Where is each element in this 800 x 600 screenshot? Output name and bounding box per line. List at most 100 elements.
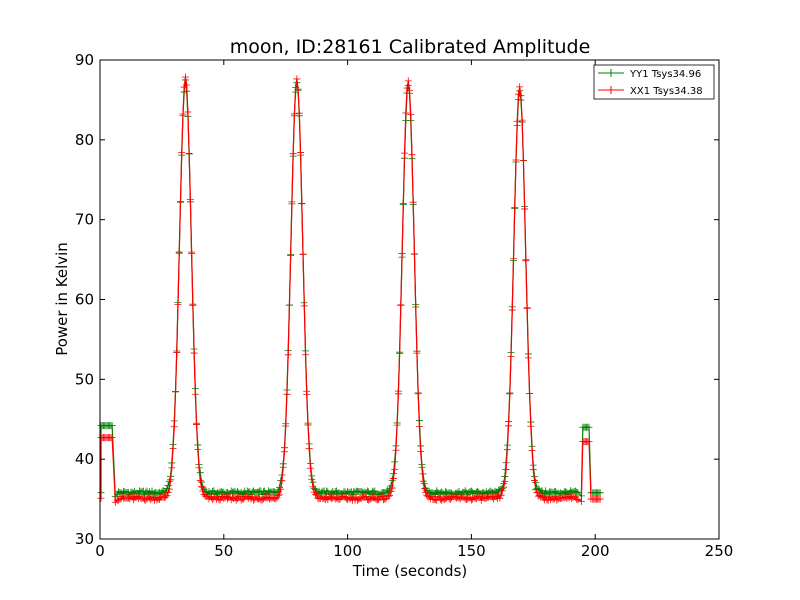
data-point [422,488,430,496]
data-point [410,250,418,258]
data-point [391,466,399,474]
chart-title: moon, ID:28161 Calibrated Amplitude [230,36,591,58]
data-point [164,489,172,497]
data-point [362,492,370,500]
data-point [181,73,189,81]
data-point [108,422,116,430]
y-tick-label: 40 [75,450,94,468]
data-point [300,302,308,310]
data-point [178,148,186,156]
data-point [500,483,508,491]
data-point [305,445,313,453]
data-point [285,301,293,309]
data-point [384,492,392,500]
series-markers-xx1 [97,73,604,506]
data-point [538,492,546,500]
data-point [282,422,290,430]
data-point [519,156,527,164]
data-point [529,466,537,474]
data-point [386,491,394,499]
data-point [313,491,321,499]
data-point [387,487,395,495]
data-point [298,199,306,207]
legend-marker-yy1 [607,69,615,77]
data-point [574,489,582,497]
data-point [288,198,296,206]
data-point [176,197,184,205]
data-point [516,83,524,91]
series-layer [97,73,604,506]
data-point [169,444,177,452]
data-point [299,250,307,258]
data-point [179,110,187,118]
data-point [585,423,593,431]
x-tick-label: 0 [95,542,105,560]
legend-entry-xx1: XX1 Tsys34.38 [598,86,703,97]
data-point [290,112,298,120]
data-point [524,354,532,362]
y-tick-label: 30 [75,530,94,548]
legend-marker-xx1 [607,86,615,94]
data-point [496,494,504,502]
data-point [165,478,173,486]
data-point [475,492,483,500]
data-point [289,150,297,158]
data-point [306,464,314,472]
data-point [501,478,509,486]
y-tick-label: 60 [75,291,94,309]
data-point [505,422,513,430]
data-point [184,108,192,116]
data-point [172,387,180,395]
data-point [585,438,593,446]
data-point [311,490,319,498]
y-axis: 30 40 50 60 70 80 90 [75,51,719,548]
data-point [167,476,175,484]
data-point [389,474,397,482]
data-point [196,477,204,485]
data-point [502,465,510,473]
data-point [195,464,203,472]
data-point [191,390,199,398]
data-point [393,421,401,429]
data-point [174,301,182,309]
data-point [193,421,201,429]
legend-box [593,64,715,100]
data-point [596,489,604,497]
data-point [517,92,525,100]
data-point [409,198,417,206]
data-point [394,390,402,398]
data-point [503,446,511,454]
data-point [401,149,409,157]
data-point [295,109,303,117]
data-point [303,390,311,398]
data-point [406,87,413,95]
data-point [513,117,521,125]
x-tick-label: 250 [705,542,734,560]
data-point [402,109,410,117]
data-point [506,390,514,398]
data-point [407,110,415,118]
data-point [274,492,282,500]
data-point [523,305,531,312]
data-point [573,495,581,503]
data-point [189,300,197,308]
x-tick-label: 50 [214,542,233,560]
x-tick-label: 150 [457,542,486,560]
data-point [309,483,317,491]
data-point [308,475,316,483]
data-point [283,390,291,398]
data-point [408,151,416,159]
data-point [532,486,540,494]
data-point [294,85,302,93]
data-point [210,487,218,495]
data-point [497,491,505,499]
data-point [183,81,191,89]
data-point [280,448,288,456]
data-point [199,487,207,495]
data-point [412,303,420,311]
data-point [276,483,284,491]
data-point [509,255,517,263]
y-tick-label: 70 [75,211,94,229]
y-tick-label: 80 [75,131,94,149]
